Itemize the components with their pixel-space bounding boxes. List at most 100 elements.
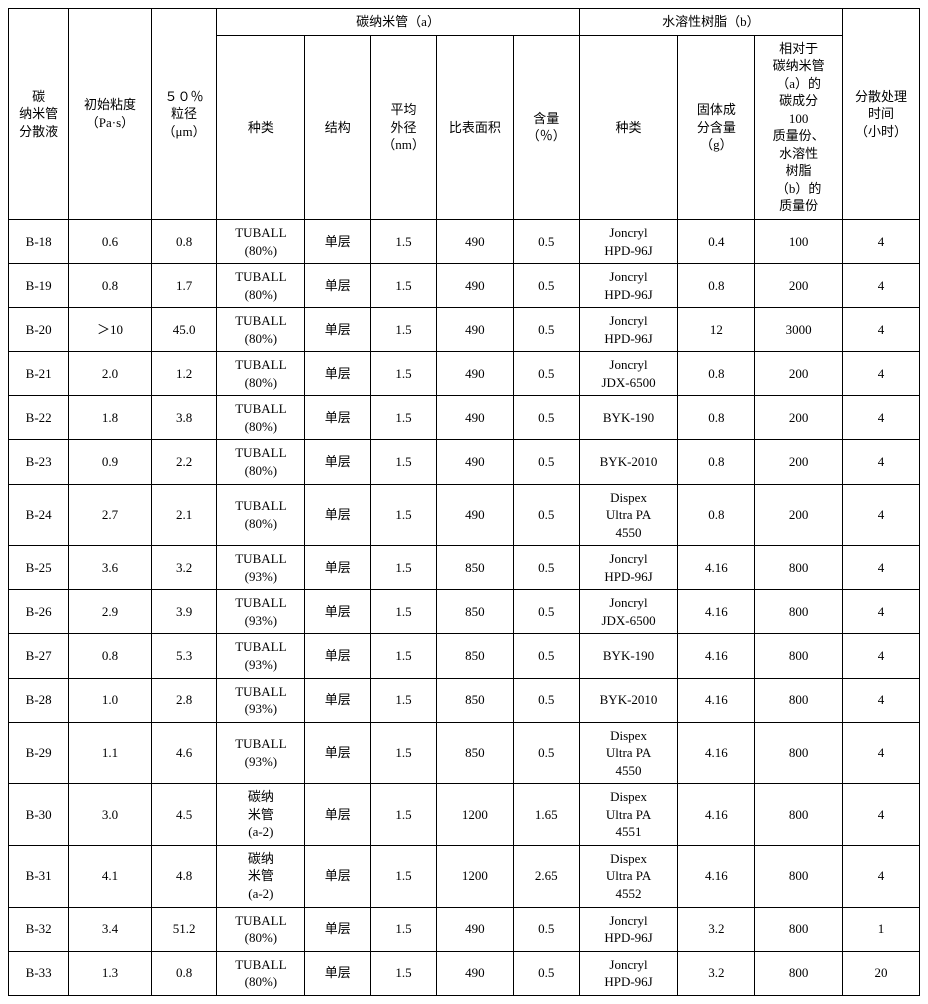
cell-cnt-kind: TUBALL(80%) [217,951,305,995]
cell-dispersion-id: B-21 [9,352,69,396]
cell-process-time: 4 [843,634,920,678]
cell-viscosity: 2.0 [69,352,151,396]
cell-viscosity: 1.8 [69,396,151,440]
cell-resin-solid: 4.16 [678,678,755,722]
table-row: B-270.85.3TUBALL(93%)单层1.58500.5BYK-1904… [9,634,920,678]
cell-cnt-avg-od: 1.5 [371,396,437,440]
cell-resin-solid: 12 [678,308,755,352]
cell-viscosity: ＞10 [69,308,151,352]
cell-dispersion-id: B-23 [9,440,69,484]
cell-d50: 2.2 [151,440,217,484]
cell-d50: 4.8 [151,845,217,907]
cell-resin-mass: 800 [755,907,843,951]
cell-process-time: 4 [843,264,920,308]
cnt-dispersion-table: 碳纳米管分散液 初始粘度（Pa·s） ５０％粒径（μm） 碳纳米管（a） 水溶性… [8,8,920,996]
cell-dispersion-id: B-31 [9,845,69,907]
table-header: 碳纳米管分散液 初始粘度（Pa·s） ５０％粒径（μm） 碳纳米管（a） 水溶性… [9,9,920,220]
cell-resin-solid: 4.16 [678,546,755,590]
cell-process-time: 4 [843,396,920,440]
cell-cnt-ssa: 490 [436,220,513,264]
cell-cnt-kind: TUBALL(80%) [217,264,305,308]
cell-dispersion-id: B-27 [9,634,69,678]
cell-cnt-kind: 碳纳米管(a-2) [217,784,305,846]
cell-resin-solid: 0.4 [678,220,755,264]
cell-d50: 5.3 [151,634,217,678]
cell-resin-solid: 4.16 [678,845,755,907]
cell-process-time: 4 [843,784,920,846]
cell-resin-kind: DispexUltra PA4551 [579,784,678,846]
cell-resin-solid: 0.8 [678,484,755,546]
cell-cnt-ssa: 490 [436,951,513,995]
cell-cnt-kind: TUBALL(80%) [217,396,305,440]
cell-process-time: 4 [843,722,920,784]
cell-cnt-ssa: 850 [436,722,513,784]
cell-resin-mass: 800 [755,845,843,907]
cell-viscosity: 1.0 [69,678,151,722]
cell-dispersion-id: B-24 [9,484,69,546]
header-text: 相对于碳纳米管（a）的碳成分100质量份、水溶性树脂（b）的质量份 [757,40,840,215]
cell-cnt-ssa: 1200 [436,784,513,846]
cell-cnt-kind: TUBALL(80%) [217,220,305,264]
cell-cnt-ssa: 490 [436,396,513,440]
cell-cnt-structure: 单层 [305,440,371,484]
header-text: ５０％粒径（μm） [154,88,215,141]
cell-d50: 2.8 [151,678,217,722]
cell-d50: 45.0 [151,308,217,352]
cell-d50: 0.8 [151,951,217,995]
cell-resin-kind: BYK-2010 [579,440,678,484]
cell-cnt-structure: 单层 [305,722,371,784]
cell-cnt-ssa: 850 [436,590,513,634]
cell-cnt-content: 0.5 [513,308,579,352]
cell-cnt-avg-od: 1.5 [371,308,437,352]
header-text: 种类 [616,120,642,135]
cell-cnt-structure: 单层 [305,396,371,440]
cell-resin-kind: BYK-2010 [579,678,678,722]
header-text: 种类 [248,120,274,135]
table-row: B-180.60.8TUBALL(80%)单层1.54900.5JoncrylH… [9,220,920,264]
cell-viscosity: 3.0 [69,784,151,846]
cell-viscosity: 3.6 [69,546,151,590]
header-text: 分散处理时间（小时） [845,88,917,141]
cell-resin-solid: 4.16 [678,590,755,634]
cell-cnt-avg-od: 1.5 [371,907,437,951]
cell-cnt-structure: 单层 [305,352,371,396]
cell-resin-solid: 4.16 [678,634,755,678]
cell-cnt-kind: TUBALL(80%) [217,308,305,352]
table-row: B-190.81.7TUBALL(80%)单层1.54900.5JoncrylH… [9,264,920,308]
cell-cnt-content: 0.5 [513,396,579,440]
cell-cnt-ssa: 490 [436,440,513,484]
cell-cnt-content: 0.5 [513,220,579,264]
cell-cnt-ssa: 490 [436,308,513,352]
cell-cnt-content: 0.5 [513,722,579,784]
header-text: 含量（％） [516,110,577,145]
header-text: 平均外径（nm） [373,101,434,154]
cell-resin-solid: 0.8 [678,396,755,440]
cell-cnt-structure: 单层 [305,484,371,546]
col-header-resin-group: 水溶性树脂（b） [579,9,842,36]
col-header-resin-mass: 相对于碳纳米管（a）的碳成分100质量份、水溶性树脂（b）的质量份 [755,35,843,219]
cell-viscosity: 0.9 [69,440,151,484]
cell-cnt-ssa: 1200 [436,845,513,907]
header-text: 初始粘度（Pa·s） [71,96,148,131]
cell-dispersion-id: B-18 [9,220,69,264]
cell-d50: 0.8 [151,220,217,264]
cell-viscosity: 4.1 [69,845,151,907]
cell-cnt-content: 0.5 [513,678,579,722]
cell-cnt-ssa: 850 [436,678,513,722]
cell-resin-mass: 800 [755,678,843,722]
cell-d50: 3.2 [151,546,217,590]
cell-resin-mass: 200 [755,264,843,308]
cell-cnt-avg-od: 1.5 [371,845,437,907]
cell-dispersion-id: B-20 [9,308,69,352]
cell-cnt-content: 0.5 [513,484,579,546]
cell-process-time: 4 [843,546,920,590]
cell-cnt-structure: 单层 [305,678,371,722]
cell-d50: 1.7 [151,264,217,308]
cell-cnt-kind: TUBALL(93%) [217,590,305,634]
table-row: B-221.83.8TUBALL(80%)单层1.54900.5BYK-1900… [9,396,920,440]
table-row: B-314.14.8碳纳米管(a-2)单层1.512002.65DispexUl… [9,845,920,907]
cell-dispersion-id: B-25 [9,546,69,590]
header-text: 水溶性树脂（b） [662,14,760,29]
header-text: 比表面积 [449,120,501,135]
cell-dispersion-id: B-33 [9,951,69,995]
